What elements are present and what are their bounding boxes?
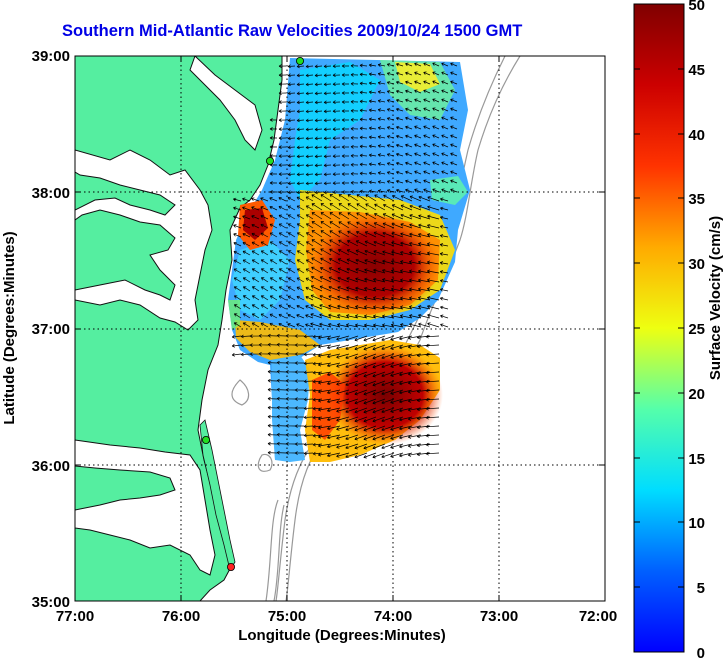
colorbar-label: Surface Velocity (cm/s) (707, 216, 724, 380)
colorbar-tick-label: 50 (688, 0, 705, 14)
colorbar-gradient (633, 3, 685, 653)
x-tick-label: 73:00 (480, 608, 518, 625)
colorbar-tick-label: 35 (688, 191, 705, 208)
plot-area (75, 56, 605, 601)
y-tick-labels: 39:00 38:00 37:00 36:00 35:00 (32, 48, 70, 611)
colorbar-tick-label: 25 (688, 321, 705, 338)
colorbar-tick-label: 15 (688, 451, 705, 468)
x-tick-label: 72:00 (579, 608, 617, 625)
x-tick-label: 76:00 (162, 608, 200, 625)
colorbar-tick-label: 10 (688, 515, 705, 532)
colorbar-tick-label: 40 (688, 127, 705, 144)
y-tick-label: 39:00 (32, 48, 70, 65)
station-marker (265, 156, 274, 165)
colorbar-tick-label: 5 (697, 580, 705, 597)
x-tick-label: 77:00 (56, 608, 94, 625)
y-axis-label: Latitude (Degrees:Minutes) (1, 231, 18, 424)
station-marker (295, 57, 304, 66)
current-vectors (231, 62, 458, 459)
x-tick-labels: 77:00 76:00 75:00 74:00 73:00 72:00 (56, 608, 617, 625)
velocity-field (228, 58, 470, 462)
station-marker (226, 563, 235, 572)
x-tick-label: 74:00 (374, 608, 412, 625)
radar-stations (201, 57, 304, 572)
map-title: Southern Mid-Atlantic Raw Velocities 200… (62, 22, 523, 40)
colorbar-tick-label: 30 (688, 256, 705, 273)
colorbar: 50 45 40 35 30 25 20 15 10 5 0 Surface V… (633, 0, 724, 659)
colorbar-tick-label: 45 (688, 62, 705, 79)
x-tick-label: 75:00 (268, 608, 306, 625)
station-marker (201, 435, 210, 444)
y-tick-label: 35:00 (32, 594, 70, 611)
y-tick-label: 38:00 (32, 185, 70, 202)
x-axis-ticks (180, 56, 500, 601)
y-axis-ticks (75, 55, 605, 466)
colorbar-tick-label: 0 (697, 645, 705, 659)
y-tick-label: 36:00 (32, 458, 70, 475)
y-tick-label: 37:00 (32, 321, 70, 338)
x-axis-label: Longitude (Degrees:Minutes) (238, 627, 446, 644)
colorbar-tick-label: 20 (688, 386, 705, 403)
grid-lines (75, 56, 605, 601)
